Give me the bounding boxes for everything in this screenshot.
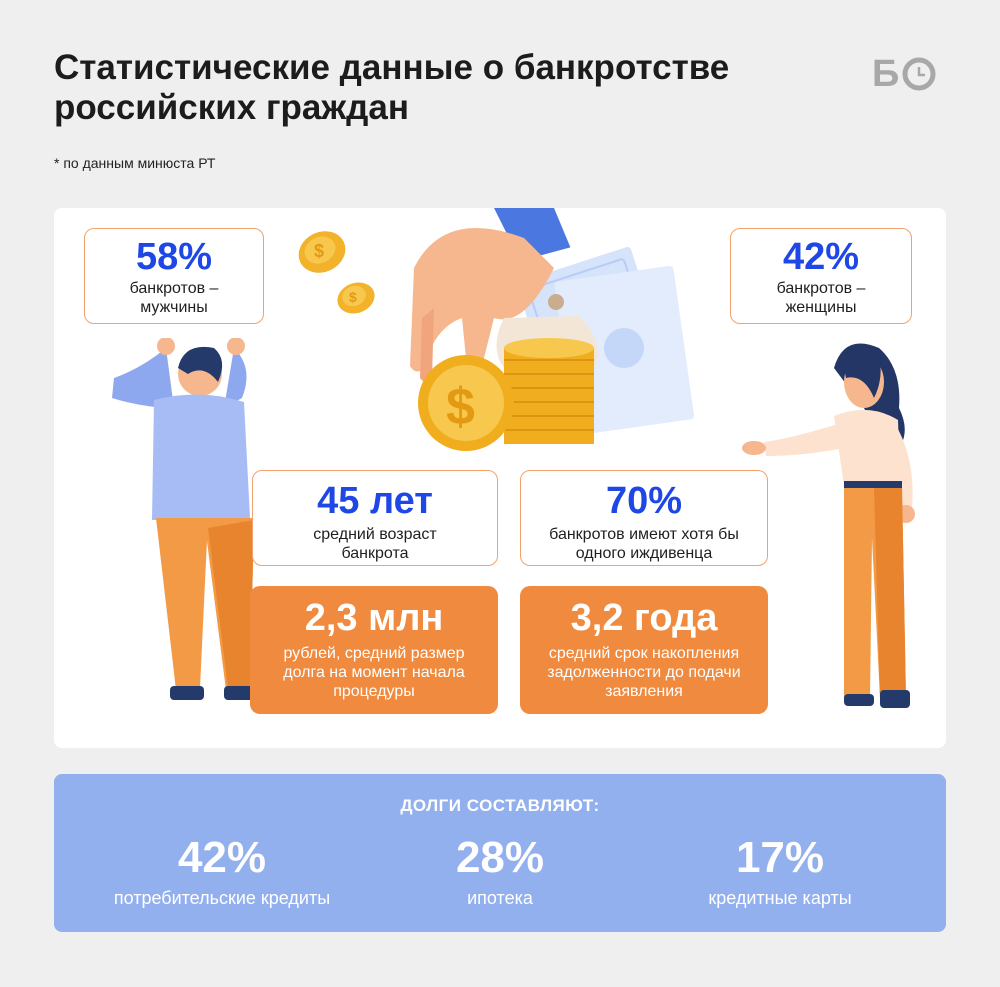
- debt-item-mortgage: 28% ипотека: [400, 832, 600, 910]
- debt-item-cards: 17% кредитные карты: [660, 832, 900, 910]
- stats-card: $ $: [54, 208, 946, 748]
- svg-text:$: $: [314, 241, 324, 261]
- debts-heading: ДОЛГИ СОСТАВЛЯЮТ:: [400, 796, 600, 815]
- debt-item-consumer: 42% потребительские кредиты: [74, 832, 370, 910]
- stat-debt-size-label: рублей, средний размер долга на момент н…: [283, 645, 465, 700]
- stat-debt-size: 2,3 млн рублей, средний размер долга на …: [250, 586, 498, 714]
- stat-accumulation-label: средний срок накопления задолженности до…: [547, 645, 741, 700]
- stat-men: 58% банкротов – мужчины: [84, 228, 264, 324]
- stat-dependents: 70% банкротов имеют хотя бы одного иждив…: [520, 470, 768, 566]
- stat-women-value: 42%: [782, 236, 860, 278]
- dollar-coin-icon: $ $: [298, 231, 375, 314]
- clock-icon: [902, 57, 936, 91]
- bo-logo: Б: [872, 54, 948, 94]
- stat-age-value: 45 лет: [317, 480, 433, 522]
- man-illustration: [112, 338, 270, 700]
- debt-item-label: потребительские кредиты: [113, 888, 331, 908]
- stat-age: 45 лет средний возраст банкрота: [252, 470, 498, 566]
- page-title: Статистические данные о банкротстве росс…: [54, 48, 730, 127]
- svg-text:$: $: [446, 378, 475, 436]
- debt-item-value: 42%: [177, 833, 267, 882]
- debt-item-label: ипотека: [467, 888, 533, 908]
- hand-money-illustration: $: [410, 208, 695, 451]
- stat-dependents-value: 70%: [605, 480, 683, 522]
- woman-illustration: [742, 343, 915, 708]
- stat-men-value: 58%: [135, 236, 213, 278]
- stat-accumulation-value: 3,2 года: [570, 597, 718, 639]
- svg-text:$: $: [349, 289, 357, 305]
- stat-age-label: средний возраст банкрота: [313, 526, 437, 562]
- debts-panel: ДОЛГИ СОСТАВЛЯЮТ: 42% потребительские кр…: [54, 774, 946, 932]
- debt-item-value: 17%: [735, 833, 825, 882]
- debt-item-value: 28%: [455, 833, 545, 882]
- stat-women-label: банкротов – женщины: [776, 280, 866, 316]
- stat-accumulation: 3,2 года средний срок накопления задолже…: [520, 586, 768, 714]
- stat-men-label: банкротов – мужчины: [129, 280, 219, 316]
- stat-dependents-label: банкротов имеют хотя бы одного иждивенца: [549, 526, 739, 562]
- source-note: * по данным минюста РТ: [54, 155, 216, 171]
- stat-women: 42% банкротов – женщины: [730, 228, 912, 324]
- debt-item-label: кредитные карты: [708, 888, 852, 908]
- stat-debt-size-value: 2,3 млн: [304, 597, 444, 639]
- logo-letter: Б: [872, 53, 900, 95]
